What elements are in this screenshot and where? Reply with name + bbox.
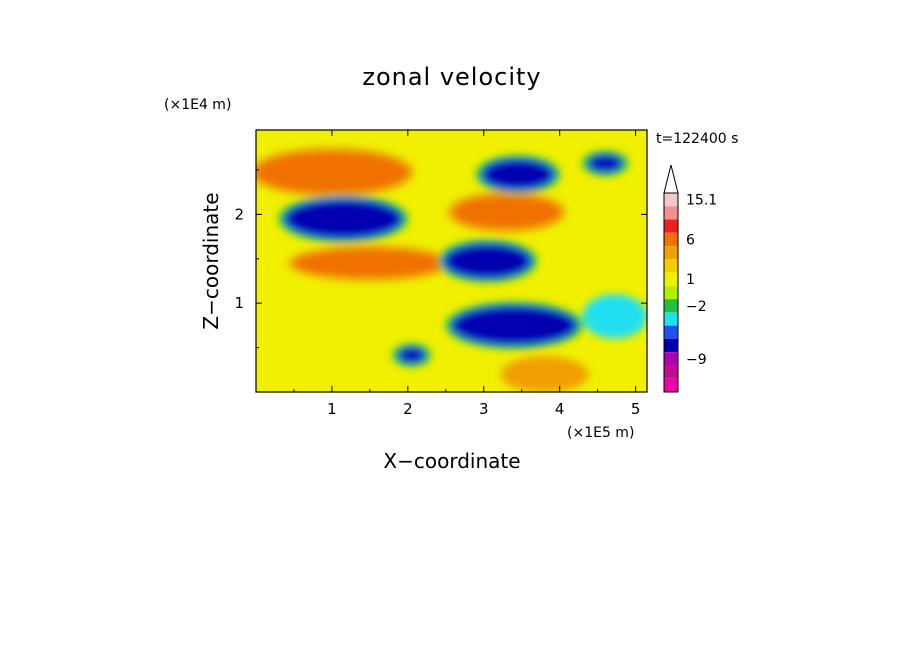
x-tick-label: 5 (631, 400, 641, 418)
colorbar-frame (663, 192, 679, 393)
colorbar-swatch (664, 352, 678, 366)
x-tick-label: 3 (479, 400, 489, 418)
field-feature (582, 294, 647, 339)
x-axis-ticks: 1 2 3 4 5 (293, 130, 641, 418)
plot-frame (255, 129, 648, 393)
y-tick-label: 2 (234, 205, 244, 223)
x-axis-unit: (×1E5 m) (567, 425, 634, 441)
field-feature (453, 307, 575, 344)
colorbar: 15.1 6 1 −2 −9 (663, 164, 717, 393)
field-feature (453, 196, 560, 228)
colorbar-label: −2 (686, 299, 707, 315)
colorbar-label: 1 (686, 272, 695, 288)
y-axis-label: Z−coordinate (199, 192, 223, 329)
x-tick-label: 1 (327, 400, 337, 418)
field-feature (400, 349, 424, 361)
colorbar-label: −9 (686, 352, 707, 368)
field-feature (483, 161, 553, 188)
colorbar-swatch (664, 193, 678, 207)
x-tick-label: 4 (555, 400, 565, 418)
colorbar-label: 6 (686, 232, 695, 248)
field-feature (256, 152, 408, 193)
field-area (256, 130, 647, 392)
field-feature (445, 245, 530, 277)
colorbar-swatch (664, 272, 678, 286)
colorbar-extend-arrow (663, 164, 679, 194)
colorbar-swatch (664, 299, 678, 313)
field-feature (590, 156, 621, 170)
y-axis-unit: (×1E4 m) (164, 97, 231, 113)
colorbar-swatch (664, 378, 678, 392)
colorbar-swatch (664, 325, 678, 339)
colorbar-swatch (664, 232, 678, 247)
time-label: t=122400 s (656, 131, 738, 147)
colorbar-swatch (664, 259, 678, 273)
chart-title: zonal velocity (362, 63, 541, 91)
colorbar-swatch (664, 206, 678, 220)
colorbar-swatch (664, 246, 678, 260)
y-tick-label: 1 (234, 294, 244, 312)
x-tick-label: 2 (403, 400, 413, 418)
colorbar-swatch (664, 338, 678, 353)
colorbar-swatch (664, 285, 678, 300)
colorbar-label: 15.1 (686, 193, 717, 209)
field-feature (506, 360, 583, 388)
field-feature (286, 201, 401, 237)
x-axis-label: X−coordinate (383, 449, 520, 473)
colorbar-swatch (664, 312, 678, 326)
colorbar-swatch (664, 365, 678, 379)
colorbar-swatch (664, 219, 678, 233)
field-feature (293, 249, 446, 277)
y-axis-ticks: 12 (234, 169, 647, 349)
